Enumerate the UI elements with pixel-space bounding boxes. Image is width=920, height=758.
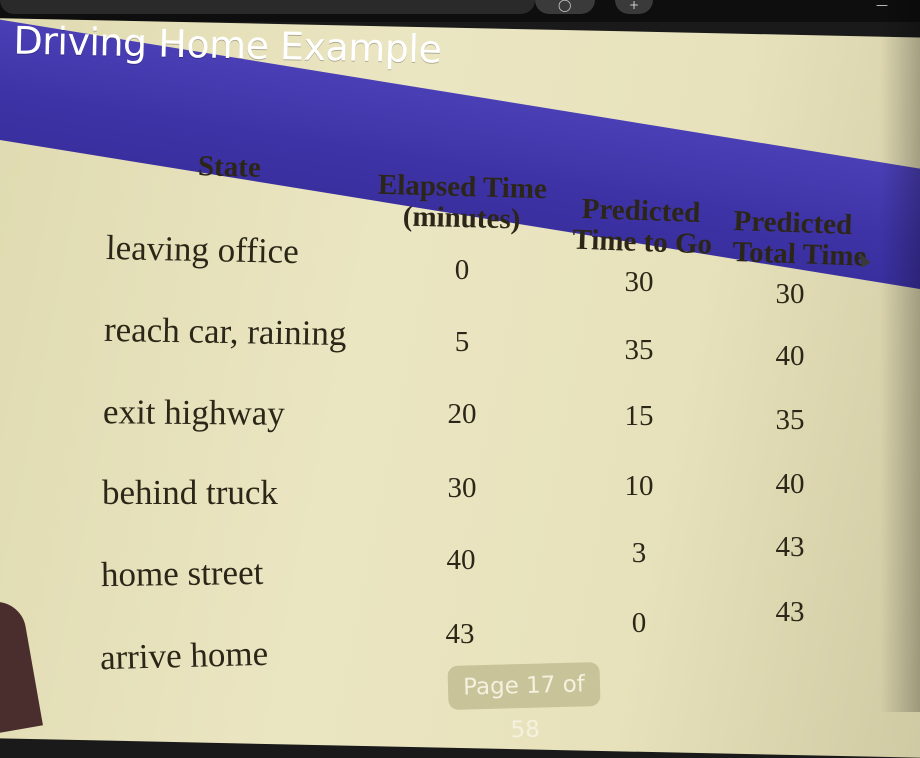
total-cell: 40 bbox=[775, 340, 805, 372]
header-elapsed-time: Elapsed Time (minutes) bbox=[371, 168, 553, 237]
to-go-cell: 3 bbox=[631, 537, 647, 569]
browser-toolbar: ◯ + — bbox=[0, 0, 920, 22]
plus-icon[interactable]: + bbox=[629, 0, 640, 12]
state-cell: exit highway bbox=[102, 392, 285, 433]
menu-icon[interactable]: — bbox=[876, 0, 888, 11]
state-cell: arrive home bbox=[99, 633, 269, 678]
page-indicator: Page 17 of 58 bbox=[447, 662, 601, 743]
state-cell: leaving office bbox=[105, 227, 300, 272]
total-cell: 43 bbox=[775, 596, 805, 628]
to-go-cell: 15 bbox=[624, 400, 654, 432]
elapsed-cell: 40 bbox=[446, 544, 476, 576]
elapsed-cell: 30 bbox=[447, 472, 477, 504]
elapsed-cell: 20 bbox=[447, 398, 477, 430]
header-total-line2: Total Time bbox=[731, 235, 868, 273]
header-elapsed-line2: (minutes) bbox=[402, 200, 521, 236]
search-icon[interactable]: ◯ bbox=[558, 0, 572, 12]
total-cell: 43 bbox=[775, 531, 805, 563]
to-go-cell: 30 bbox=[624, 266, 654, 298]
search-button[interactable] bbox=[535, 0, 595, 14]
header-state: State bbox=[197, 150, 262, 184]
state-cell: home street bbox=[100, 552, 264, 595]
elapsed-cell: 0 bbox=[454, 254, 470, 286]
header-predicted-total-time: Predicted Total Time bbox=[731, 205, 868, 273]
header-to-go-line2: Time to Go bbox=[571, 223, 713, 261]
total-cell: 35 bbox=[775, 404, 805, 436]
slide-title: Driving Home Example bbox=[13, 18, 442, 72]
header-predicted-time-to-go: Predicted Time to Go bbox=[571, 193, 713, 261]
address-bar[interactable] bbox=[0, 0, 535, 14]
room-shadow bbox=[880, 0, 920, 712]
to-go-cell: 35 bbox=[624, 334, 654, 366]
state-cell: behind truck bbox=[102, 473, 278, 512]
total-cell: 40 bbox=[775, 468, 805, 500]
add-button[interactable] bbox=[615, 0, 653, 14]
header-elapsed-line1: Elapsed Time bbox=[377, 168, 548, 206]
total-cell: 30 bbox=[775, 278, 805, 310]
to-go-cell: 10 bbox=[624, 470, 654, 502]
state-cell: reach car, raining bbox=[103, 309, 347, 354]
elapsed-cell: 43 bbox=[445, 618, 475, 650]
to-go-cell: 0 bbox=[631, 607, 647, 639]
elapsed-cell: 5 bbox=[454, 326, 470, 358]
